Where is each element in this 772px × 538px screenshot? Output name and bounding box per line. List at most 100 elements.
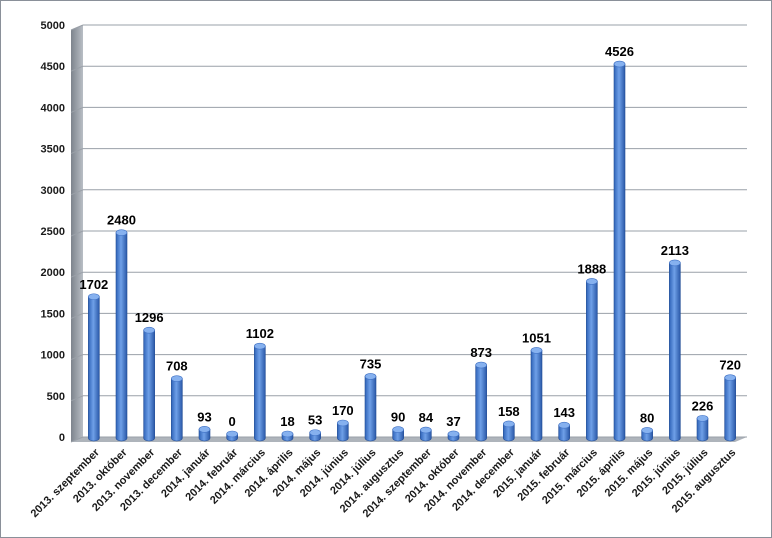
bar-cap (669, 259, 681, 267)
bar-cap (88, 293, 100, 301)
gridline-wall (70, 436, 84, 443)
bar-body (669, 262, 681, 442)
data-label: 1296 (135, 310, 164, 325)
data-label: 90 (391, 410, 405, 425)
bar-body (475, 364, 487, 442)
bar-cap (613, 60, 626, 68)
bar (724, 374, 736, 442)
y-tick-label: 1000 (41, 350, 65, 362)
bar-cap (503, 420, 515, 428)
bar-body (171, 378, 183, 442)
bar-cap (558, 421, 570, 429)
bar-cap (392, 426, 404, 433)
data-label: 158 (498, 404, 520, 419)
bar-cap (475, 361, 487, 369)
bar (254, 342, 266, 442)
bar-cap (281, 430, 294, 438)
gridline-wall (70, 148, 84, 155)
bar-cap (586, 278, 598, 285)
gridline-wall (70, 230, 84, 237)
y-tick-label: 500 (47, 391, 65, 403)
bar-cap (724, 374, 736, 381)
bar-cap (309, 429, 321, 436)
bar (447, 430, 460, 442)
bar (198, 426, 211, 442)
data-label: 720 (719, 358, 741, 373)
bar-cap (696, 415, 709, 422)
bar (420, 426, 432, 442)
bar (171, 375, 183, 442)
bar (475, 361, 487, 442)
bar-cap (198, 426, 211, 433)
data-label: 80 (640, 410, 654, 425)
bar-cap (420, 426, 432, 434)
bar-body (503, 423, 515, 442)
data-label: 37 (446, 414, 460, 429)
gridlines (70, 24, 747, 443)
bar (143, 326, 155, 442)
bars (88, 60, 736, 442)
data-label: 2113 (661, 243, 689, 258)
bar (281, 430, 294, 442)
data-label: 226 (692, 398, 714, 413)
bar (337, 419, 349, 442)
y-tick-label: 3500 (41, 144, 65, 156)
bar-cap (530, 347, 543, 354)
data-label: 4526 (605, 44, 634, 59)
data-label: 93 (197, 409, 211, 424)
gridline-wall (70, 354, 84, 361)
bar (364, 373, 377, 442)
bar (226, 430, 238, 442)
bar-cap (226, 430, 238, 438)
bar-body (364, 376, 377, 442)
data-label: 53 (308, 413, 322, 428)
bar-body (696, 418, 709, 442)
y-tick-label: 4500 (41, 61, 65, 73)
data-label: 0 (229, 414, 236, 429)
data-label: 1888 (577, 261, 606, 276)
gridline-wall (70, 312, 84, 319)
data-label: 170 (332, 403, 354, 418)
y-axis-ticks: 0 500 1000 1500 2000 2500 3000 3500 4000 4500 5000 (41, 20, 65, 444)
floor (71, 437, 747, 442)
bar (558, 421, 570, 442)
bar-cap (143, 326, 155, 334)
gridline-wall (70, 24, 84, 31)
bar-body (254, 345, 266, 442)
bar-cap (171, 375, 183, 382)
y-tick-label: 5000 (41, 20, 65, 32)
data-label: 84 (419, 410, 434, 425)
bar-cap (641, 427, 653, 434)
bar (503, 420, 515, 442)
bar (530, 347, 543, 442)
bar-body (586, 281, 598, 442)
data-labels: 1702 2480 1296 708 93 0 1102 18 53 170 735 90 84 37 87… (79, 44, 741, 429)
y-tick-label: 3000 (41, 185, 65, 197)
bar-cap (364, 373, 377, 380)
data-label: 143 (553, 405, 575, 420)
gridline-wall (70, 395, 84, 402)
bar-body (558, 424, 570, 442)
bar (613, 60, 626, 442)
bar-cap (254, 342, 266, 350)
bar (309, 429, 321, 442)
data-label: 2480 (107, 213, 136, 228)
bar-cap (447, 430, 460, 438)
bar (586, 278, 598, 442)
data-label: 1702 (79, 277, 108, 292)
data-label: 1102 (246, 326, 274, 341)
gridline-wall (70, 189, 84, 196)
gridline-wall (70, 106, 84, 113)
gridline-wall (70, 271, 84, 278)
bar-body (724, 377, 736, 442)
y-tick-label: 4000 (41, 102, 65, 114)
bar-body (143, 329, 155, 442)
y-tick-label: 2000 (41, 267, 65, 279)
data-label: 708 (166, 359, 188, 374)
bar-body (115, 232, 128, 442)
bar-body (613, 63, 626, 442)
bar-cap (337, 419, 349, 427)
